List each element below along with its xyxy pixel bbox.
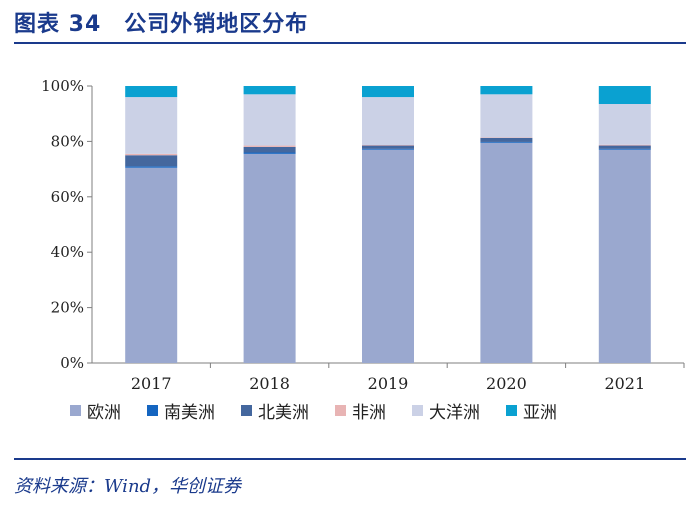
bar-segment-亚洲-2020 <box>480 86 533 95</box>
x-tick-label: 2020 <box>486 374 527 393</box>
legend-item-南美洲: 南美洲 <box>147 398 215 423</box>
stacked-bar-chart: 0% 20% 40% 60% 80% 100% 2017 2018 2019 2020 2021 <box>41 77 685 393</box>
bar-segment-北美洲-2019 <box>362 145 414 149</box>
legend-item-欧洲: 欧洲 <box>70 398 121 423</box>
bar-segment-大洋洲-2018 <box>243 94 296 146</box>
bar-segment-非洲-2020 <box>480 137 533 138</box>
bar-segment-北美洲-2021 <box>598 145 651 149</box>
bar-segment-北美洲-2018 <box>243 146 296 153</box>
legend-swatch <box>335 405 346 416</box>
bar-segment-北美洲-2017 <box>125 155 178 167</box>
bar-segment-欧洲-2020 <box>480 142 533 363</box>
y-tick-label: 20% <box>51 299 84 317</box>
bar-segment-亚洲-2021 <box>598 86 651 105</box>
footer-divider <box>14 458 686 460</box>
x-tick-label: 2018 <box>249 374 290 393</box>
legend-item-大洋洲: 大洋洲 <box>412 398 480 423</box>
bar-segment-欧洲-2017 <box>125 167 178 363</box>
bar-segment-大洋洲-2017 <box>125 97 178 154</box>
x-tick-label: 2017 <box>131 374 172 393</box>
x-tick-label: 2019 <box>368 374 409 393</box>
bar-segment-南美洲-2020 <box>480 141 533 143</box>
bar-segment-大洋洲-2021 <box>598 104 651 145</box>
legend-swatch <box>412 405 423 416</box>
bar-segment-非洲-2021 <box>598 144 651 146</box>
y-tick-label: 0% <box>60 354 84 372</box>
bar-segment-非洲-2019 <box>362 145 414 146</box>
bar-segment-大洋洲-2019 <box>362 97 414 146</box>
x-tick-label: 2021 <box>604 374 645 393</box>
bar-segment-亚洲-2018 <box>243 86 296 95</box>
bar-segment-欧洲-2021 <box>598 149 651 363</box>
legend-label: 欧洲 <box>87 403 121 423</box>
legend-label: 北美洲 <box>258 403 309 423</box>
legend-label: 大洋洲 <box>429 403 480 423</box>
page-title: 图表 34 公司外销地区分布 <box>14 12 309 37</box>
legend-item-非洲: 非洲 <box>335 398 386 423</box>
bar-segment-亚洲-2019 <box>362 86 414 98</box>
bar-segment-北美洲-2020 <box>480 137 533 142</box>
legend-swatch <box>70 405 81 416</box>
legend-label: 非洲 <box>352 403 386 423</box>
legend-swatch <box>147 405 158 416</box>
source-note: 资料来源：Wind，华创证券 <box>14 476 242 497</box>
legend-item-亚洲: 亚洲 <box>506 398 557 423</box>
title-bar: 图表 34 公司外销地区分布 <box>14 6 684 40</box>
chart-legend: 欧洲 南美洲 北美洲 非洲 大洋洲 亚洲 <box>70 398 583 423</box>
bar-segment-欧洲-2018 <box>243 153 296 363</box>
title-divider <box>14 42 686 44</box>
bar-segment-非洲-2017 <box>125 153 178 156</box>
bar-segment-南美洲-2019 <box>362 148 414 150</box>
bar-segment-亚洲-2017 <box>125 86 178 98</box>
bar-segment-南美洲-2017 <box>125 166 178 168</box>
legend-swatch <box>506 405 517 416</box>
legend-label: 南美洲 <box>164 403 215 423</box>
bar-segment-南美洲-2018 <box>243 152 296 154</box>
bar-segment-非洲-2018 <box>243 145 296 147</box>
legend-label: 亚洲 <box>523 403 557 423</box>
bar-segment-欧洲-2019 <box>362 149 414 363</box>
legend-swatch <box>241 405 252 416</box>
y-tick-label: 40% <box>51 243 84 261</box>
y-tick-label: 100% <box>41 77 84 95</box>
legend-item-北美洲: 北美洲 <box>241 398 309 423</box>
y-tick-label: 80% <box>51 132 84 150</box>
bar-segment-大洋洲-2020 <box>480 94 533 138</box>
y-tick-label: 60% <box>51 188 84 206</box>
bar-segment-南美洲-2021 <box>598 148 651 150</box>
